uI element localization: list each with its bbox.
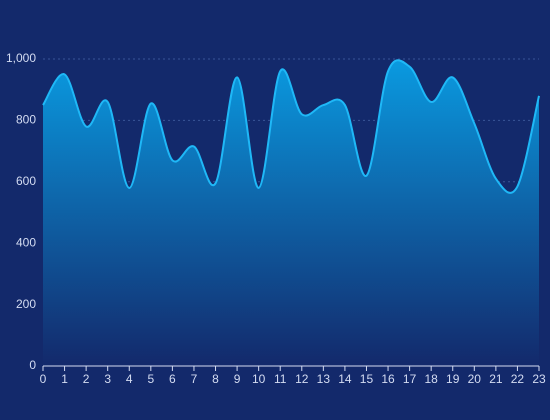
x-tick-label: 8 <box>212 372 219 386</box>
area-line <box>42 59 540 194</box>
x-tick-label: 7 <box>191 372 198 386</box>
x-tick-label: 9 <box>234 372 241 386</box>
x-tick-label: 2 <box>83 372 90 386</box>
x-tick-label: 3 <box>104 372 111 386</box>
x-tick-label: 15 <box>360 372 374 386</box>
y-tick-label: 1,000 <box>6 51 36 65</box>
x-tick-label: 1 <box>61 372 68 386</box>
x-tick-label: 11 <box>274 372 287 386</box>
x-tick-label: 6 <box>169 372 176 386</box>
x-tick-label: 0 <box>40 372 47 386</box>
x-tick-label: 4 <box>126 372 133 386</box>
x-tick-label: 5 <box>147 372 154 386</box>
x-tick-label: 20 <box>468 372 482 386</box>
x-tick-label: 19 <box>446 372 460 386</box>
x-tick-label: 14 <box>338 372 352 386</box>
x-tick-label: 18 <box>424 372 438 386</box>
y-tick-label: 400 <box>16 235 36 249</box>
x-tick-label: 12 <box>295 372 309 386</box>
x-tick-label: 17 <box>403 372 417 386</box>
y-tick-label: 800 <box>16 113 36 127</box>
x-tick-label: 22 <box>511 372 525 386</box>
y-tick-label: 0 <box>29 358 36 372</box>
area-fill <box>43 60 539 367</box>
x-tick-label: 23 <box>532 372 546 386</box>
x-tick-label: 10 <box>252 372 266 386</box>
y-tick-label: 200 <box>16 297 36 311</box>
x-tick-label: 13 <box>317 372 331 386</box>
x-tick-label: 16 <box>381 372 395 386</box>
y-tick-label: 600 <box>16 174 36 188</box>
x-tick-label: 21 <box>489 372 503 386</box>
